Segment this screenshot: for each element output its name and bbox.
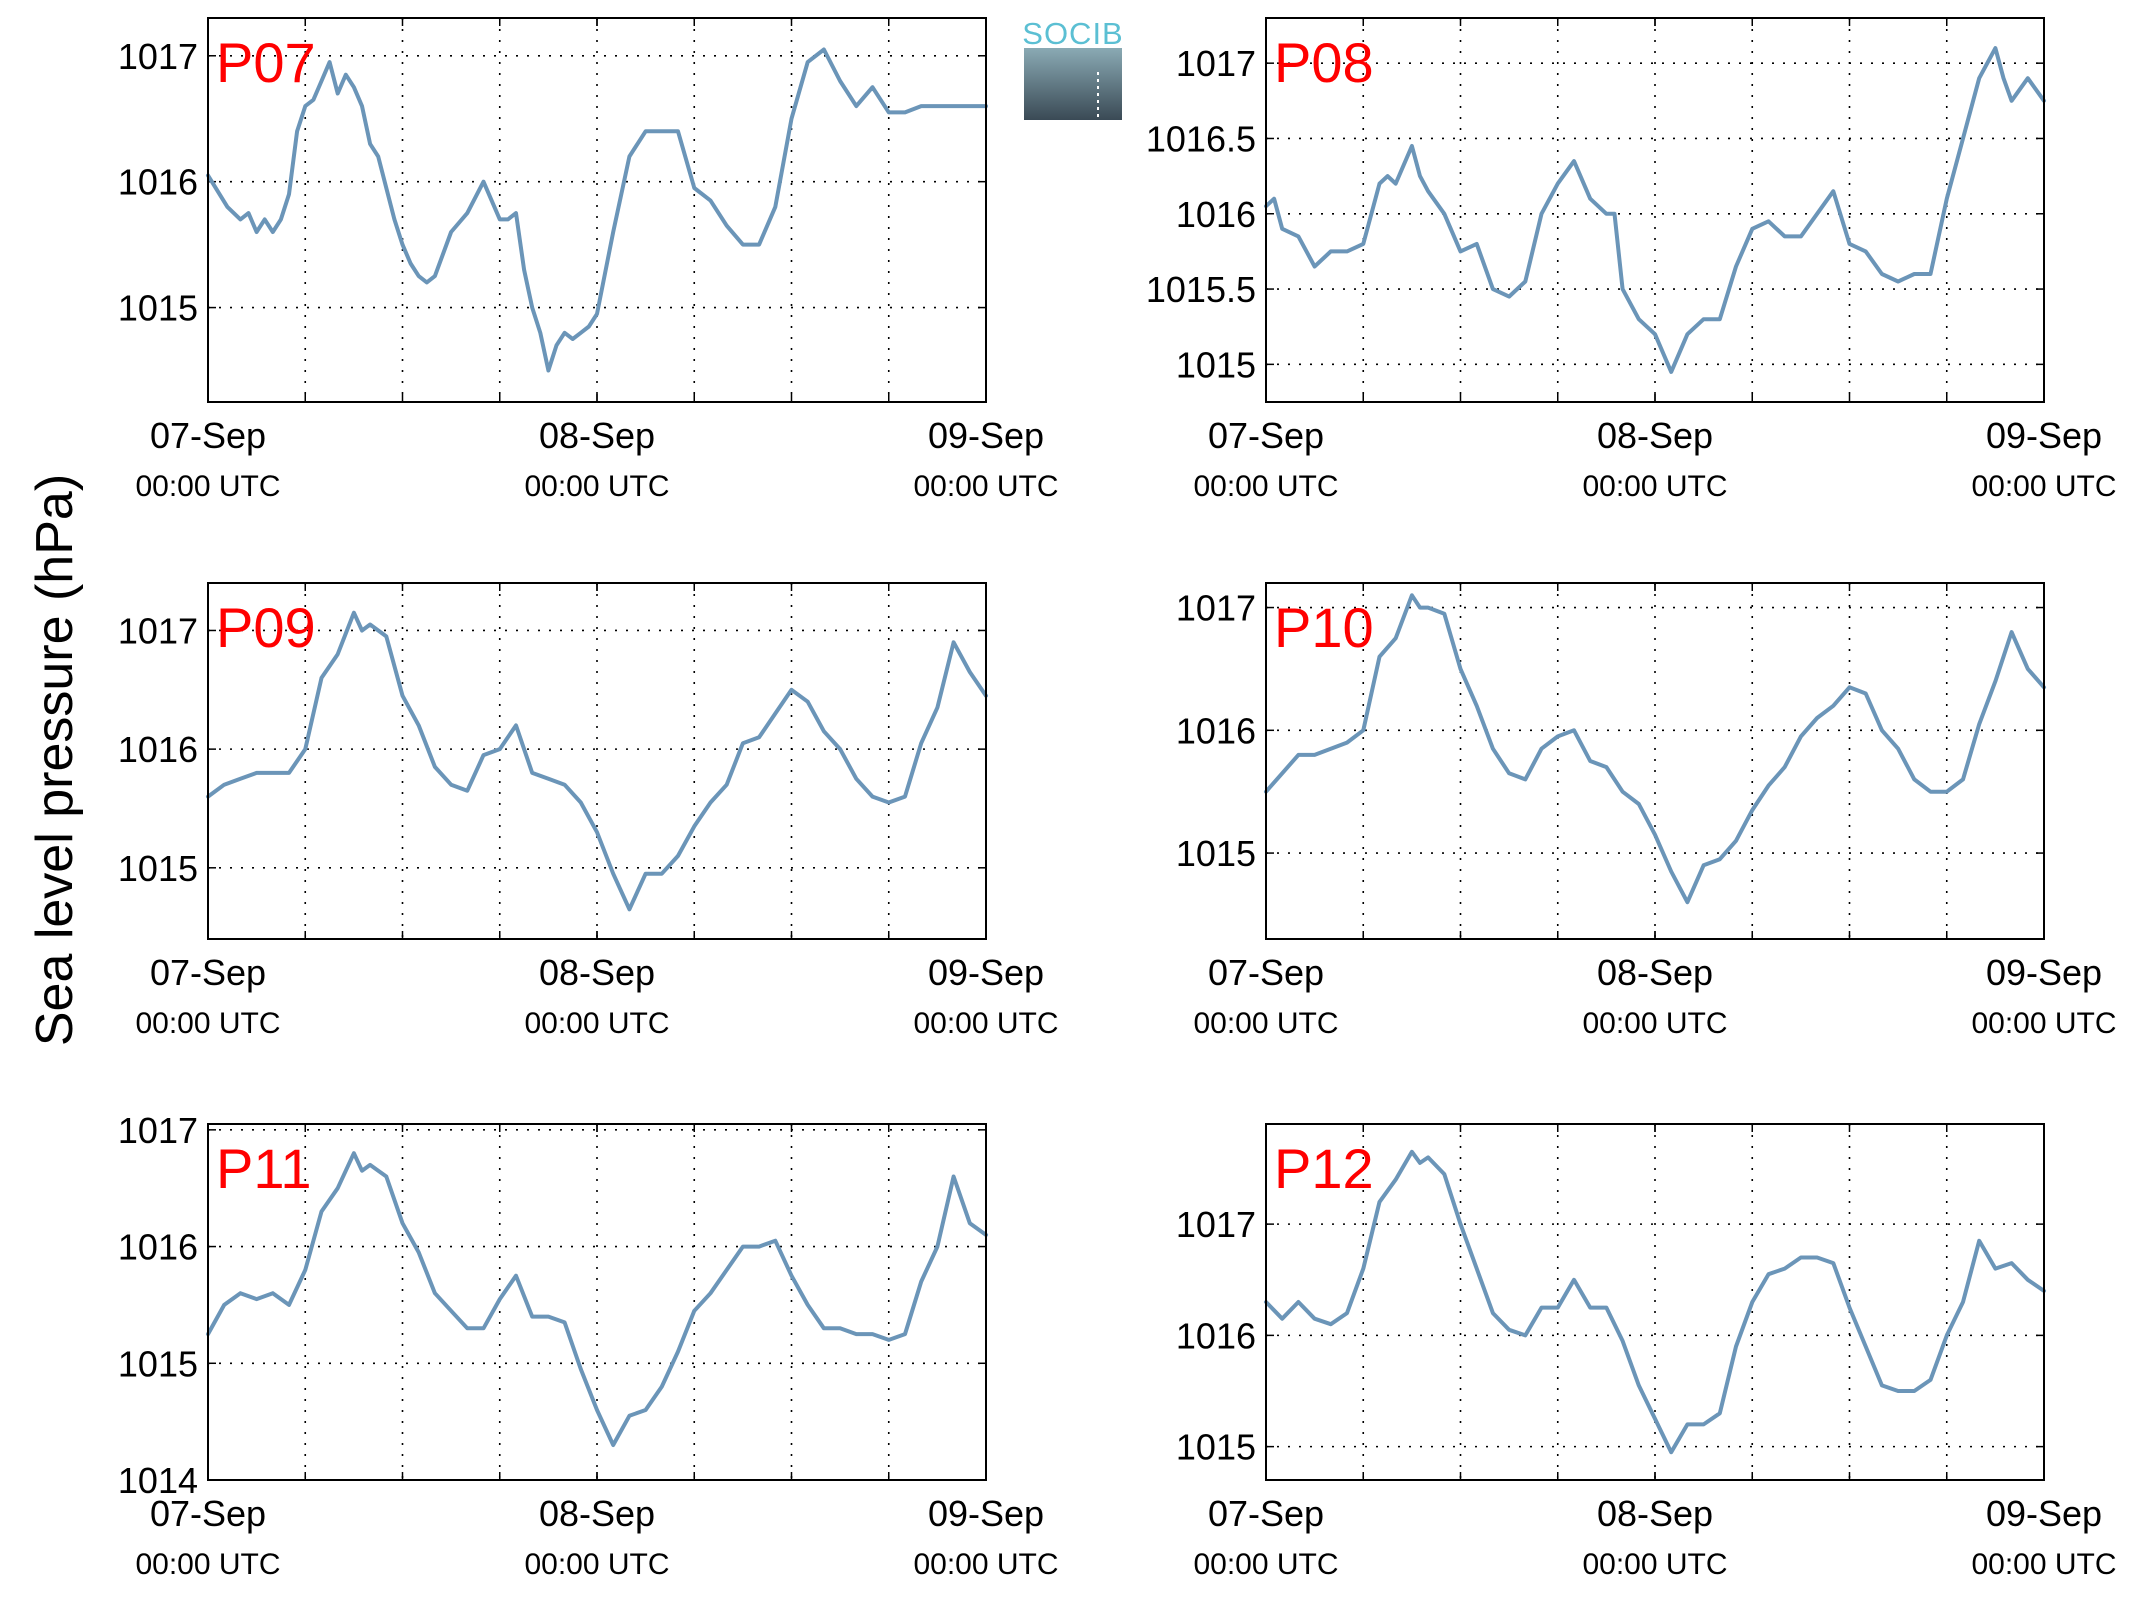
x-tick-label: 09-Sep <box>1986 1493 2102 1534</box>
x-tick-sublabel: 00:00 UTC <box>1193 470 1338 503</box>
x-tick-sublabel: 00:00 UTC <box>524 1548 669 1581</box>
x-tick-sublabel: 00:00 UTC <box>913 1548 1058 1581</box>
pressure-series-line <box>206 610 988 912</box>
y-tick-label: 1015 <box>1176 344 1256 385</box>
panel-p08: 1015 1015.5 1016 1016.5 1017 07-Sep 00:00 UTC 0… <box>1146 17 2117 503</box>
x-tick-label: 09-Sep <box>1986 952 2102 993</box>
panel-p09: 1015 1016 1017 07-Sep 00:00 UTC 08-Sep 00:00 U… <box>118 582 1059 1040</box>
y-tick-label: 1016 <box>118 729 198 770</box>
axes-frame <box>1265 1123 2045 1481</box>
x-tick-label: 09-Sep <box>928 1493 1044 1534</box>
axes-frame <box>207 582 987 940</box>
y-tick-label: 1015 <box>118 848 198 889</box>
panel-p10: 1015 1016 1017 07-Sep 00:00 UTC 08-Sep 00:00 U… <box>1176 582 2117 1040</box>
x-tick-sublabel: 00:00 UTC <box>1193 1548 1338 1581</box>
y-tick-label: 1015 <box>118 288 198 329</box>
x-tick-label: 08-Sep <box>1597 952 1713 993</box>
x-tick-label: 07-Sep <box>1208 1493 1324 1534</box>
y-tick-label: 1016 <box>118 1227 198 1268</box>
x-tick-sublabel: 00:00 UTC <box>524 1007 669 1040</box>
y-tick-label: 1015 <box>1176 1427 1256 1468</box>
y-tick-label: 1015 <box>118 1343 198 1384</box>
panel-label: P10 <box>1274 596 1374 659</box>
pressure-series-line <box>206 47 988 373</box>
socib-logo: SOCIB <box>1022 16 1123 120</box>
y-tick-label: 1017 <box>118 610 198 651</box>
x-tick-sublabel: 00:00 UTC <box>135 470 280 503</box>
pressure-series-line <box>1264 46 2046 374</box>
x-tick-label: 07-Sep <box>1208 415 1324 456</box>
x-tick-label: 09-Sep <box>928 415 1044 456</box>
x-tick-sublabel: 00:00 UTC <box>913 1007 1058 1040</box>
x-tick-label: 08-Sep <box>539 415 655 456</box>
y-tick-label: 1015 <box>1176 833 1256 874</box>
x-tick-sublabel: 00:00 UTC <box>1971 1007 2116 1040</box>
y-tick-label: 1017 <box>1176 43 1256 84</box>
x-tick-sublabel: 00:00 UTC <box>1971 1548 2116 1581</box>
x-tick-label: 09-Sep <box>928 952 1044 993</box>
y-tick-label: 1016 <box>1176 194 1256 235</box>
x-tick-label: 08-Sep <box>539 1493 655 1534</box>
x-tick-label: 07-Sep <box>1208 952 1324 993</box>
panel-p11: 1014 1015 1016 1017 07-Sep 00:00 UTC 08-Sep 00:… <box>118 1110 1059 1581</box>
axes-frame <box>1265 582 2045 940</box>
axes-frame <box>207 1123 987 1481</box>
panel-label: P12 <box>1274 1137 1374 1200</box>
axes-frame <box>207 17 987 403</box>
y-tick-label: 1014 <box>118 1460 198 1501</box>
y-tick-label: 1017 <box>118 36 198 77</box>
y-axis-label: Sea level pressure (hPa) <box>26 474 84 1046</box>
y-tick-label: 1017 <box>118 1110 198 1151</box>
x-tick-label: 09-Sep <box>1986 415 2102 456</box>
x-tick-sublabel: 00:00 UTC <box>1582 1548 1727 1581</box>
y-tick-label: 1017 <box>1176 588 1256 629</box>
panel-label: P07 <box>216 31 316 94</box>
y-tick-label: 1016 <box>1176 710 1256 751</box>
axes-frame <box>1265 17 2045 403</box>
x-tick-label: 07-Sep <box>150 952 266 993</box>
x-tick-sublabel: 00:00 UTC <box>135 1007 280 1040</box>
x-tick-sublabel: 00:00 UTC <box>135 1548 280 1581</box>
pressure-series-line <box>1264 593 2046 905</box>
x-tick-label: 08-Sep <box>539 952 655 993</box>
x-tick-sublabel: 00:00 UTC <box>1582 1007 1727 1040</box>
y-tick-label: 1016 <box>118 162 198 203</box>
y-tick-label: 1015.5 <box>1146 269 1256 310</box>
x-tick-sublabel: 00:00 UTC <box>524 470 669 503</box>
panel-label: P08 <box>1274 31 1374 94</box>
x-tick-label: 07-Sep <box>150 415 266 456</box>
y-tick-label: 1016.5 <box>1146 118 1256 159</box>
pressure-series-line <box>1264 1149 2046 1455</box>
x-tick-sublabel: 00:00 UTC <box>1971 470 2116 503</box>
panel-p07: 1015 1016 1017 07-Sep 00:00 UTC 08-Sep 00:00 U… <box>118 17 1059 503</box>
logo-text: SOCIB <box>1022 16 1123 51</box>
logo-block <box>1024 48 1122 120</box>
panel-label: P11 <box>216 1137 311 1200</box>
x-tick-label: 07-Sep <box>150 1493 266 1534</box>
y-tick-label: 1017 <box>1176 1204 1256 1245</box>
panel-label: P09 <box>216 596 316 659</box>
x-tick-label: 08-Sep <box>1597 1493 1713 1534</box>
pressure-series-line <box>206 1151 988 1447</box>
y-tick-label: 1016 <box>1176 1315 1256 1356</box>
x-tick-sublabel: 00:00 UTC <box>913 470 1058 503</box>
plot-area <box>1266 18 2044 402</box>
panel-p12: 1015 1016 1017 07-Sep 00:00 UTC 08-Sep 00:00 U… <box>1176 1123 2117 1581</box>
x-tick-sublabel: 00:00 UTC <box>1582 470 1727 503</box>
x-tick-sublabel: 00:00 UTC <box>1193 1007 1338 1040</box>
x-tick-label: 08-Sep <box>1597 415 1713 456</box>
